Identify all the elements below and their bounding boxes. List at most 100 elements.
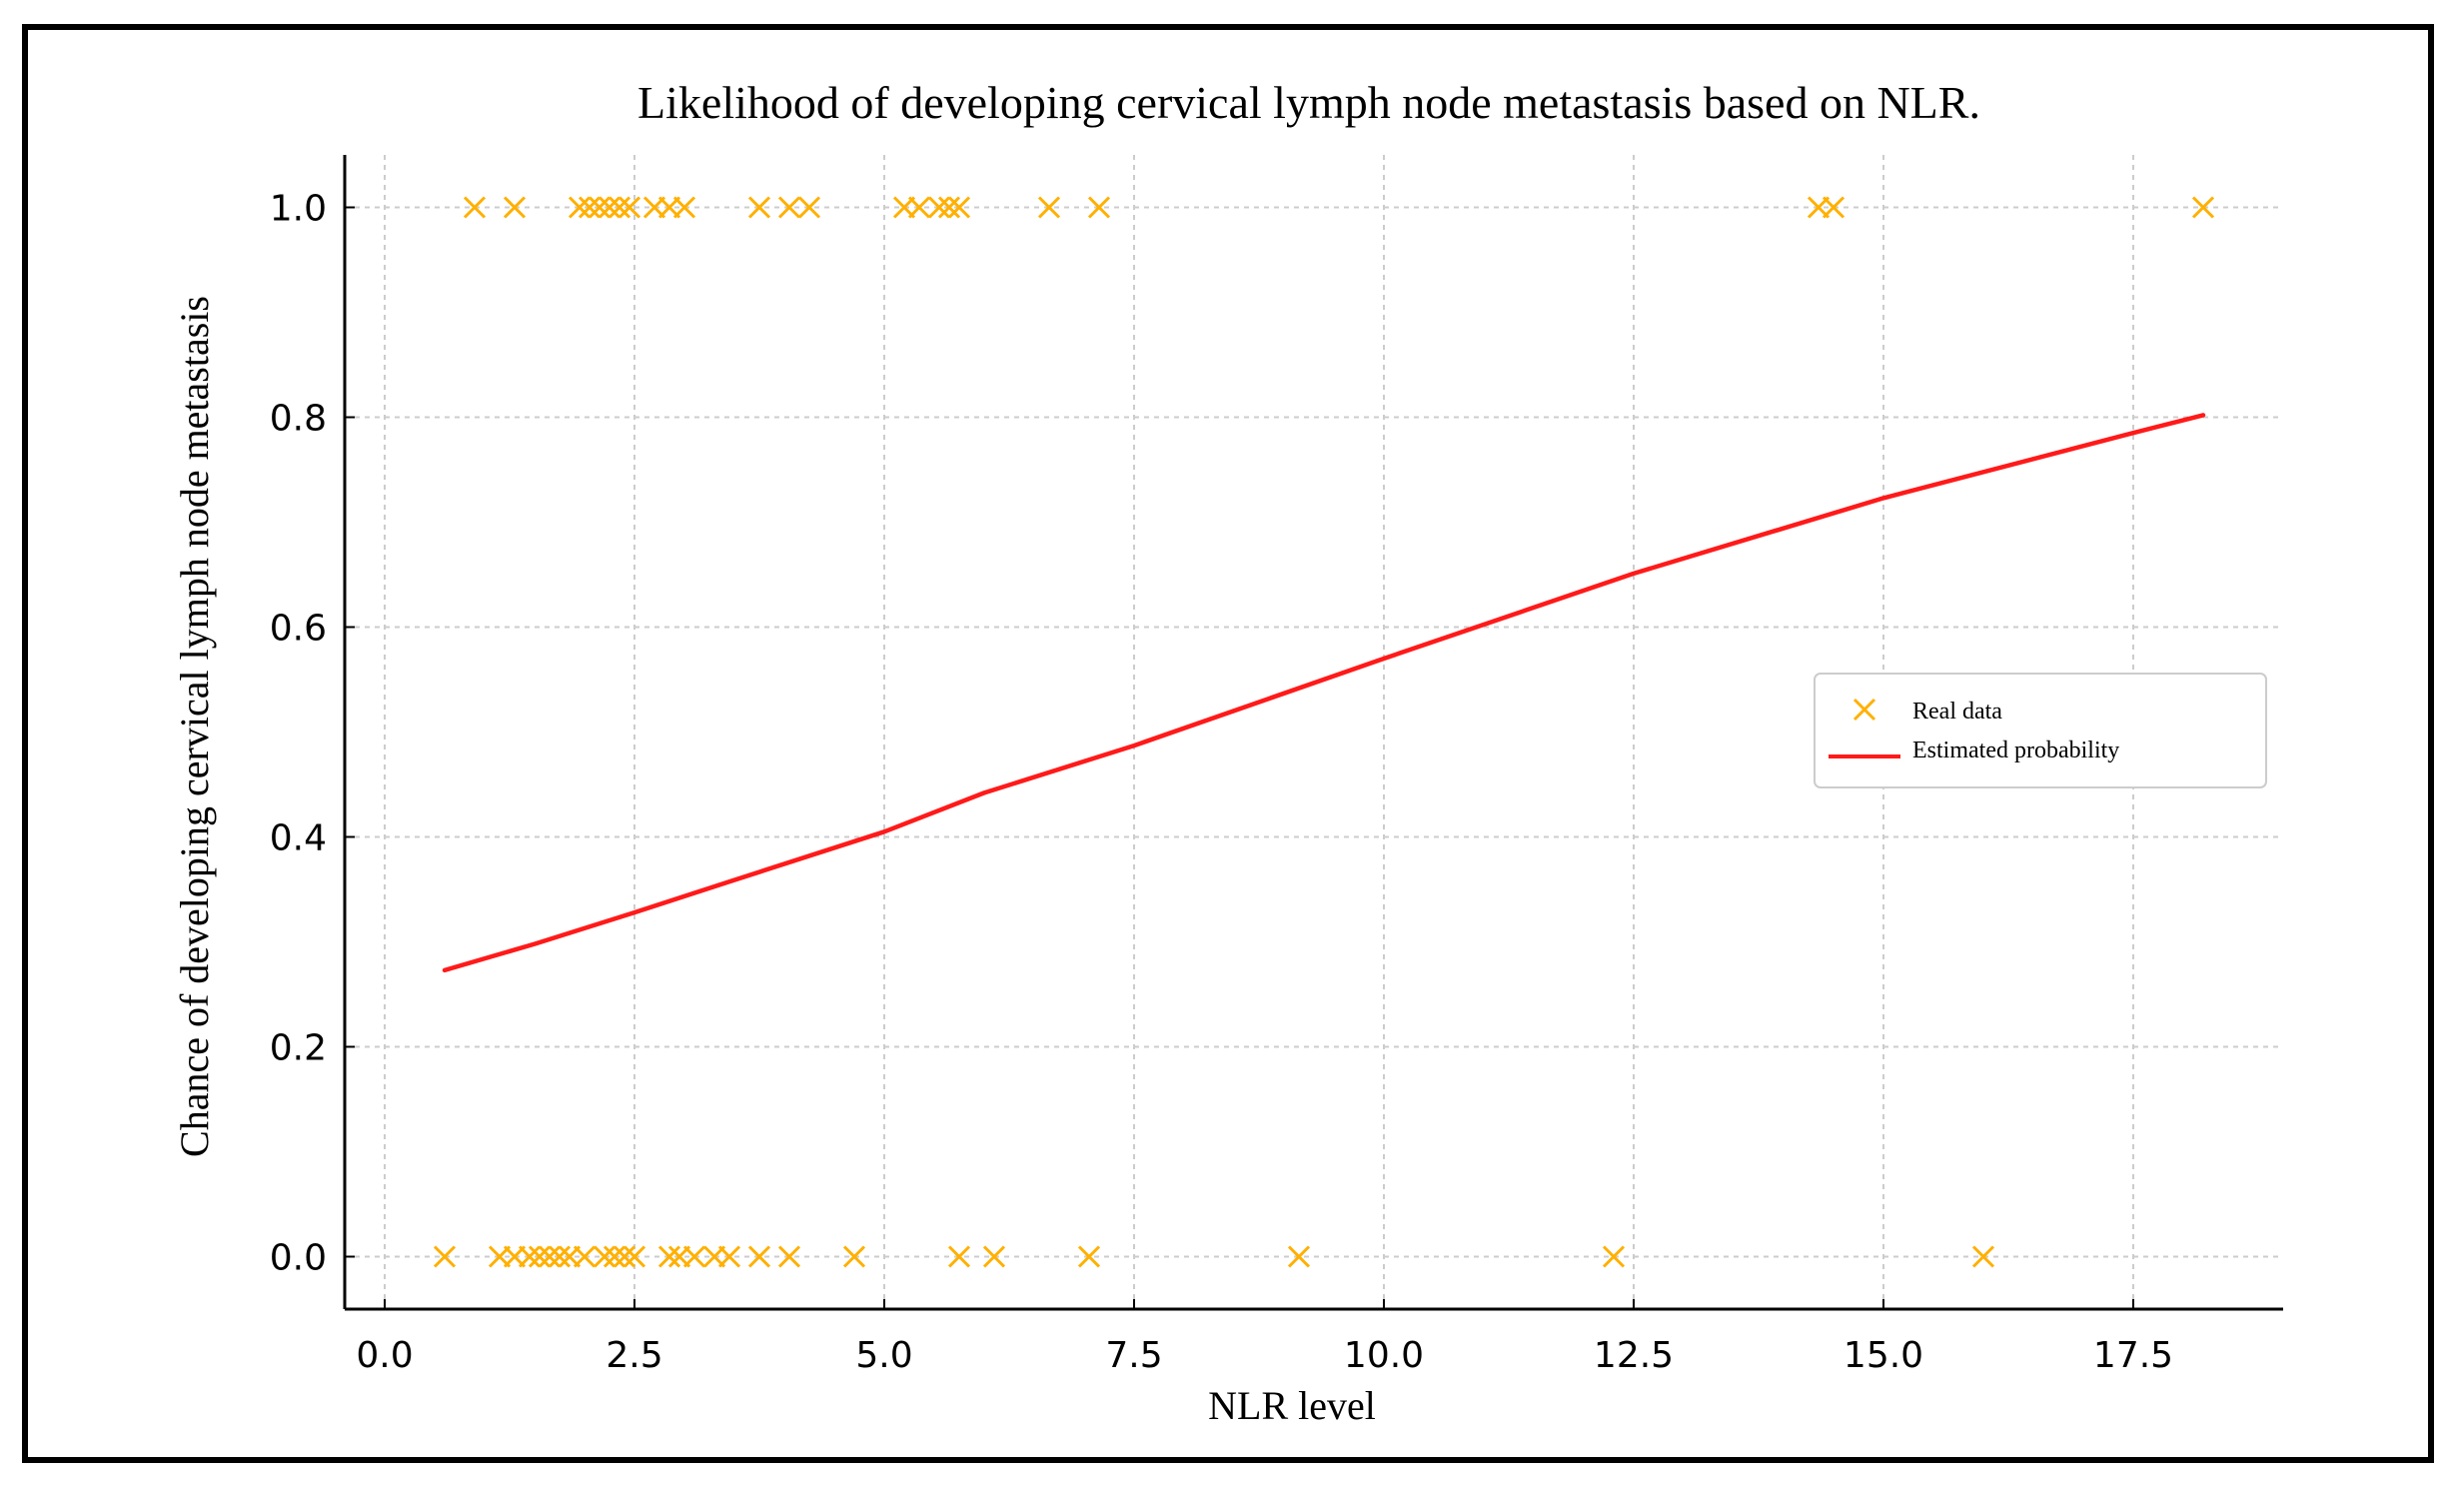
data-point xyxy=(617,196,641,219)
data-point xyxy=(578,196,602,219)
marker-stroke xyxy=(1037,196,1061,219)
marker-stroke xyxy=(747,1245,771,1268)
data-point xyxy=(528,1245,552,1268)
data-point xyxy=(622,1245,646,1268)
marker-stroke xyxy=(568,196,592,219)
marker-stroke xyxy=(1822,196,1846,219)
marker-stroke xyxy=(588,196,612,219)
marker-stroke xyxy=(777,196,801,219)
marker-stroke xyxy=(573,1245,597,1268)
marker-stroke xyxy=(682,1245,706,1268)
marker-stroke xyxy=(593,1245,616,1268)
data-point xyxy=(982,1245,1006,1268)
y-tick-label: 0.2 xyxy=(270,1028,327,1069)
marker-stroke xyxy=(1287,1245,1311,1268)
estimated-probability-line xyxy=(442,413,2206,973)
data-point xyxy=(1037,196,1061,219)
marker-stroke xyxy=(927,196,951,219)
data-point xyxy=(573,1245,597,1268)
data-point xyxy=(777,1245,801,1268)
marker-stroke xyxy=(1602,1245,1626,1268)
marker-stroke xyxy=(463,196,487,219)
marker-stroke xyxy=(947,196,971,219)
marker-stroke xyxy=(797,196,821,219)
y-axis-ticks: 0.0 0.2 0.4 0.6 0.8 1.0 xyxy=(270,189,355,1279)
x-tick-label: 0.0 xyxy=(356,1335,413,1376)
marker-stroke xyxy=(598,196,621,219)
data-point xyxy=(1822,196,1846,219)
x-tick-label: 2.5 xyxy=(606,1335,662,1376)
axes xyxy=(343,155,2283,1311)
marker-stroke xyxy=(578,196,602,219)
legend-box xyxy=(1814,673,2267,788)
marker-stroke xyxy=(433,1245,457,1268)
data-point xyxy=(947,196,971,219)
x-axis-ticks: 0.0 2.5 5.0 7.5 10.0 12.5 15.0 17.5 xyxy=(356,1299,2173,1376)
data-point xyxy=(947,1245,971,1268)
data-point xyxy=(608,196,631,219)
marker-stroke xyxy=(982,1245,1006,1268)
data-point xyxy=(907,196,931,219)
x-tick-label: 10.0 xyxy=(1344,1335,1424,1376)
data-point xyxy=(672,196,696,219)
y-tick-label: 0.6 xyxy=(270,609,327,650)
marker-stroke xyxy=(777,1245,801,1268)
data-point xyxy=(2191,196,2215,219)
marker-stroke xyxy=(672,196,696,219)
data-point xyxy=(682,1245,706,1268)
data-point xyxy=(538,1245,562,1268)
data-point xyxy=(747,196,771,219)
marker-stroke xyxy=(622,1245,646,1268)
marker-stroke xyxy=(842,1245,866,1268)
x-tick-label: 7.5 xyxy=(1105,1335,1162,1376)
data-point xyxy=(598,196,621,219)
data-point xyxy=(548,1245,572,1268)
y-tick-label: 0.0 xyxy=(270,1238,327,1279)
data-point xyxy=(568,196,592,219)
marker-stroke xyxy=(937,196,961,219)
marker-stroke xyxy=(503,196,527,219)
marker-stroke xyxy=(518,1245,542,1268)
data-point xyxy=(603,1245,626,1268)
marker-stroke xyxy=(907,196,931,219)
marker-stroke xyxy=(1077,1245,1101,1268)
marker-stroke xyxy=(548,1245,572,1268)
data-point xyxy=(593,1245,616,1268)
marker-stroke xyxy=(1087,196,1111,219)
data-point xyxy=(797,196,821,219)
estimated-probability-series xyxy=(442,413,2206,973)
data-point xyxy=(518,1245,542,1268)
data-point xyxy=(937,196,961,219)
data-point xyxy=(588,196,612,219)
marker-stroke xyxy=(617,196,641,219)
marker-stroke xyxy=(613,1245,636,1268)
data-point xyxy=(463,196,487,219)
marker-stroke xyxy=(2191,196,2215,219)
y-tick-label: 1.0 xyxy=(270,189,327,230)
legend-label-real-data: Real data xyxy=(1912,699,2002,725)
data-point xyxy=(747,1245,771,1268)
data-point xyxy=(777,196,801,219)
data-point xyxy=(717,1245,741,1268)
legend: Real data Estimated probability xyxy=(1814,673,2267,788)
real-data-series xyxy=(433,196,2215,1268)
y-tick-label: 0.8 xyxy=(270,399,327,440)
data-point xyxy=(1287,1245,1311,1268)
data-point xyxy=(1602,1245,1626,1268)
data-point xyxy=(927,196,951,219)
y-axis-label: Chance of developing cervical lymph node… xyxy=(172,296,217,1157)
x-axis-label: NLR level xyxy=(1208,1383,1376,1428)
data-point xyxy=(1087,196,1111,219)
marker-stroke xyxy=(747,196,771,219)
marker-stroke xyxy=(657,1245,681,1268)
data-point xyxy=(842,1245,866,1268)
data-point xyxy=(613,1245,636,1268)
data-point xyxy=(503,196,527,219)
chart-title: Likelihood of developing cervical lymph … xyxy=(637,77,1980,128)
marker-stroke xyxy=(603,1245,626,1268)
legend-marker-real-data xyxy=(1852,698,1876,722)
data-point xyxy=(1077,1245,1101,1268)
marker-stroke xyxy=(947,1245,971,1268)
legend-x-marker xyxy=(1852,698,1876,722)
